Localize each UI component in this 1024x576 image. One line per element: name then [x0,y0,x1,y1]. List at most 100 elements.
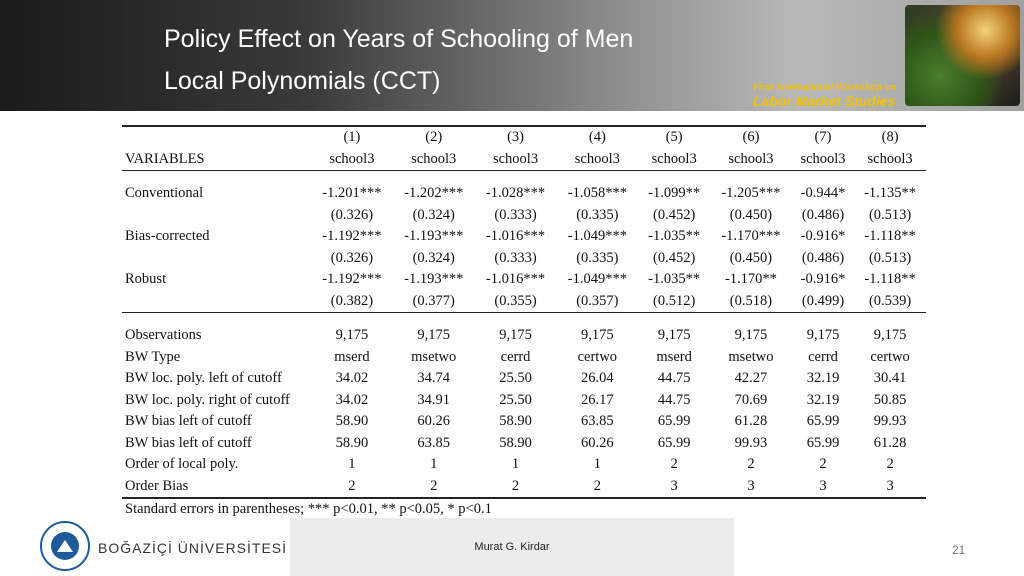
stat-value: cerrd [500,348,531,365]
stat-value: 1 [511,456,520,472]
standard-error-cell: (0.382) [311,290,393,313]
coefficient-cell: -1.016*** [485,228,546,244]
stat-row: Observations 9,175 9,175 9,175 9,175 9,175 9,1… [122,325,926,347]
stat-value: 58.90 [499,434,532,451]
column-number: (6) [710,125,792,149]
standard-error-cell: (0.512) [638,290,711,313]
stat-label: BW Type [125,348,181,365]
stat-value: 50.85 [873,391,907,408]
stat-value: 65.99 [657,413,691,429]
stat-value: 1 [593,456,601,472]
column-variable: school3 [791,148,855,171]
standard-error-cell: (0.324) [412,206,455,223]
stat-value: 9,175 [581,327,614,343]
footer-bar: Murat G. Kirdar [290,518,734,576]
stat-value: 65.99 [806,434,840,451]
stat-value: 34.02 [335,391,369,408]
stat-value: 99.93 [734,434,768,451]
stat-row: Order Bias 2 2 2 2 3 3 3 3 [122,475,926,499]
stat-value: 44.75 [657,370,691,386]
standard-error-cell: (0.377) [392,290,475,313]
column-variable: school3 [854,148,926,171]
notes-row: Standard errors in parentheses; *** p<0.… [122,498,926,521]
stat-value: 60.26 [417,413,451,429]
variables-label: VARIABLES [122,148,311,171]
coefficient-cell: -1.193*** [404,228,464,244]
table-notes: Standard errors in parentheses; *** p<0.… [125,501,492,517]
standard-error-cell: (0.333) [494,206,537,223]
se-label-blank [122,290,311,313]
stat-value: 60.26 [581,434,614,451]
column-variable: school3 [556,148,639,171]
column-variable: school3 [392,148,475,171]
stat-row: Order of local poly. 1 1 1 1 2 2 2 2 [122,454,926,476]
header-row-variables: VARIABLES school3 school3 school3 school3 sch… [122,148,926,171]
se-label-blank [122,248,311,270]
estimate-row: Conventional -1.201*** -1.202*** -1.028*** -… [122,183,926,205]
stat-value: 1 [348,456,356,472]
spacer-cell [122,171,926,184]
standard-error-cell: (0.450) [729,206,773,223]
estimate-label: Robust [125,271,167,287]
stat-value: cerrd [808,348,838,365]
estimate-label: Conventional [125,185,204,201]
spacer-row [122,171,926,184]
stat-value: mserd [334,348,370,365]
workshop-logo-line2: Labor Market Studies [753,93,896,109]
column-variable: school3 [311,148,393,171]
stat-value: 44.75 [657,391,691,408]
results-table: (1) (2) (3) (4) (5) (6) (7) (8) VARIABLES school3… [122,125,926,521]
stat-value: 58.90 [335,413,369,429]
coefficient-cell: -1.035** [648,228,701,244]
coefficient-cell: -1.192*** [322,228,382,244]
stat-value: 2 [670,456,678,472]
presenter-name: Murat G. Kirdar [474,541,550,553]
stat-label: BW bias left of cutoff [125,413,252,429]
stat-value: 1 [430,456,438,472]
standard-error-cell: (0.450) [729,249,773,266]
stat-value: 34.91 [417,391,451,408]
stat-value: 63.85 [581,413,614,429]
coefficient-cell: -1.135** [864,185,917,201]
standard-error-cell: (0.333) [494,249,537,266]
stat-value: 30.41 [873,370,907,386]
slide-subtitle: Local Polynomials (CCT) [164,67,441,95]
stat-row: BW Type mserd msetwo cerrd certwo mserd msetwo… [122,347,926,369]
standard-error-cell: (0.355) [474,290,557,313]
stat-value: certwo [870,348,910,365]
coefficient-cell: -1.201*** [322,185,382,201]
column-number: (7) [791,125,855,149]
stat-value: 25.50 [499,370,532,386]
se-label-blank [122,205,311,227]
slide-title: Policy Effect on Years of Schooling of M… [164,25,634,53]
standard-error-cell: (0.324) [412,249,455,266]
column-variable: school3 [638,148,711,171]
coefficient-cell: -1.170*** [721,228,781,244]
standard-error-cell: (0.452) [653,206,696,223]
coefficient-cell: -1.202*** [404,185,464,201]
coefficient-cell: -0.916* [800,271,846,287]
stat-label: Order Bias [122,475,311,499]
standard-error-cell: (0.486) [801,206,845,223]
coefficient-cell: -1.193*** [404,271,464,287]
coefficient-cell: -0.944* [800,185,846,201]
stat-value: 42.27 [734,370,768,386]
stat-value: 61.28 [734,413,768,429]
header-row-numbers: (1) (2) (3) (4) (5) (6) (7) (8) [122,125,926,149]
coefficient-cell: -1.170** [724,271,777,287]
stat-value: 34.02 [335,370,369,386]
stat-row: BW loc. poly. left of cutoff 34.02 34.74 25… [122,368,926,390]
standard-error-cell: (0.539) [854,290,926,313]
stat-label: BW loc. poly. right of cutoff [125,391,290,408]
stat-value: 26.04 [581,370,614,386]
standard-error-cell: (0.357) [556,290,639,313]
stat-value: 3 [710,475,792,499]
coefficient-cell: -1.028*** [485,185,546,201]
column-number: (8) [854,125,926,149]
stat-value: 2 [747,456,755,472]
standard-error-cell: (0.326) [330,249,374,266]
spacer-row [122,313,926,326]
coefficient-cell: -1.118** [864,228,916,244]
stat-value: 61.28 [873,434,907,451]
stat-value: 3 [638,475,711,499]
